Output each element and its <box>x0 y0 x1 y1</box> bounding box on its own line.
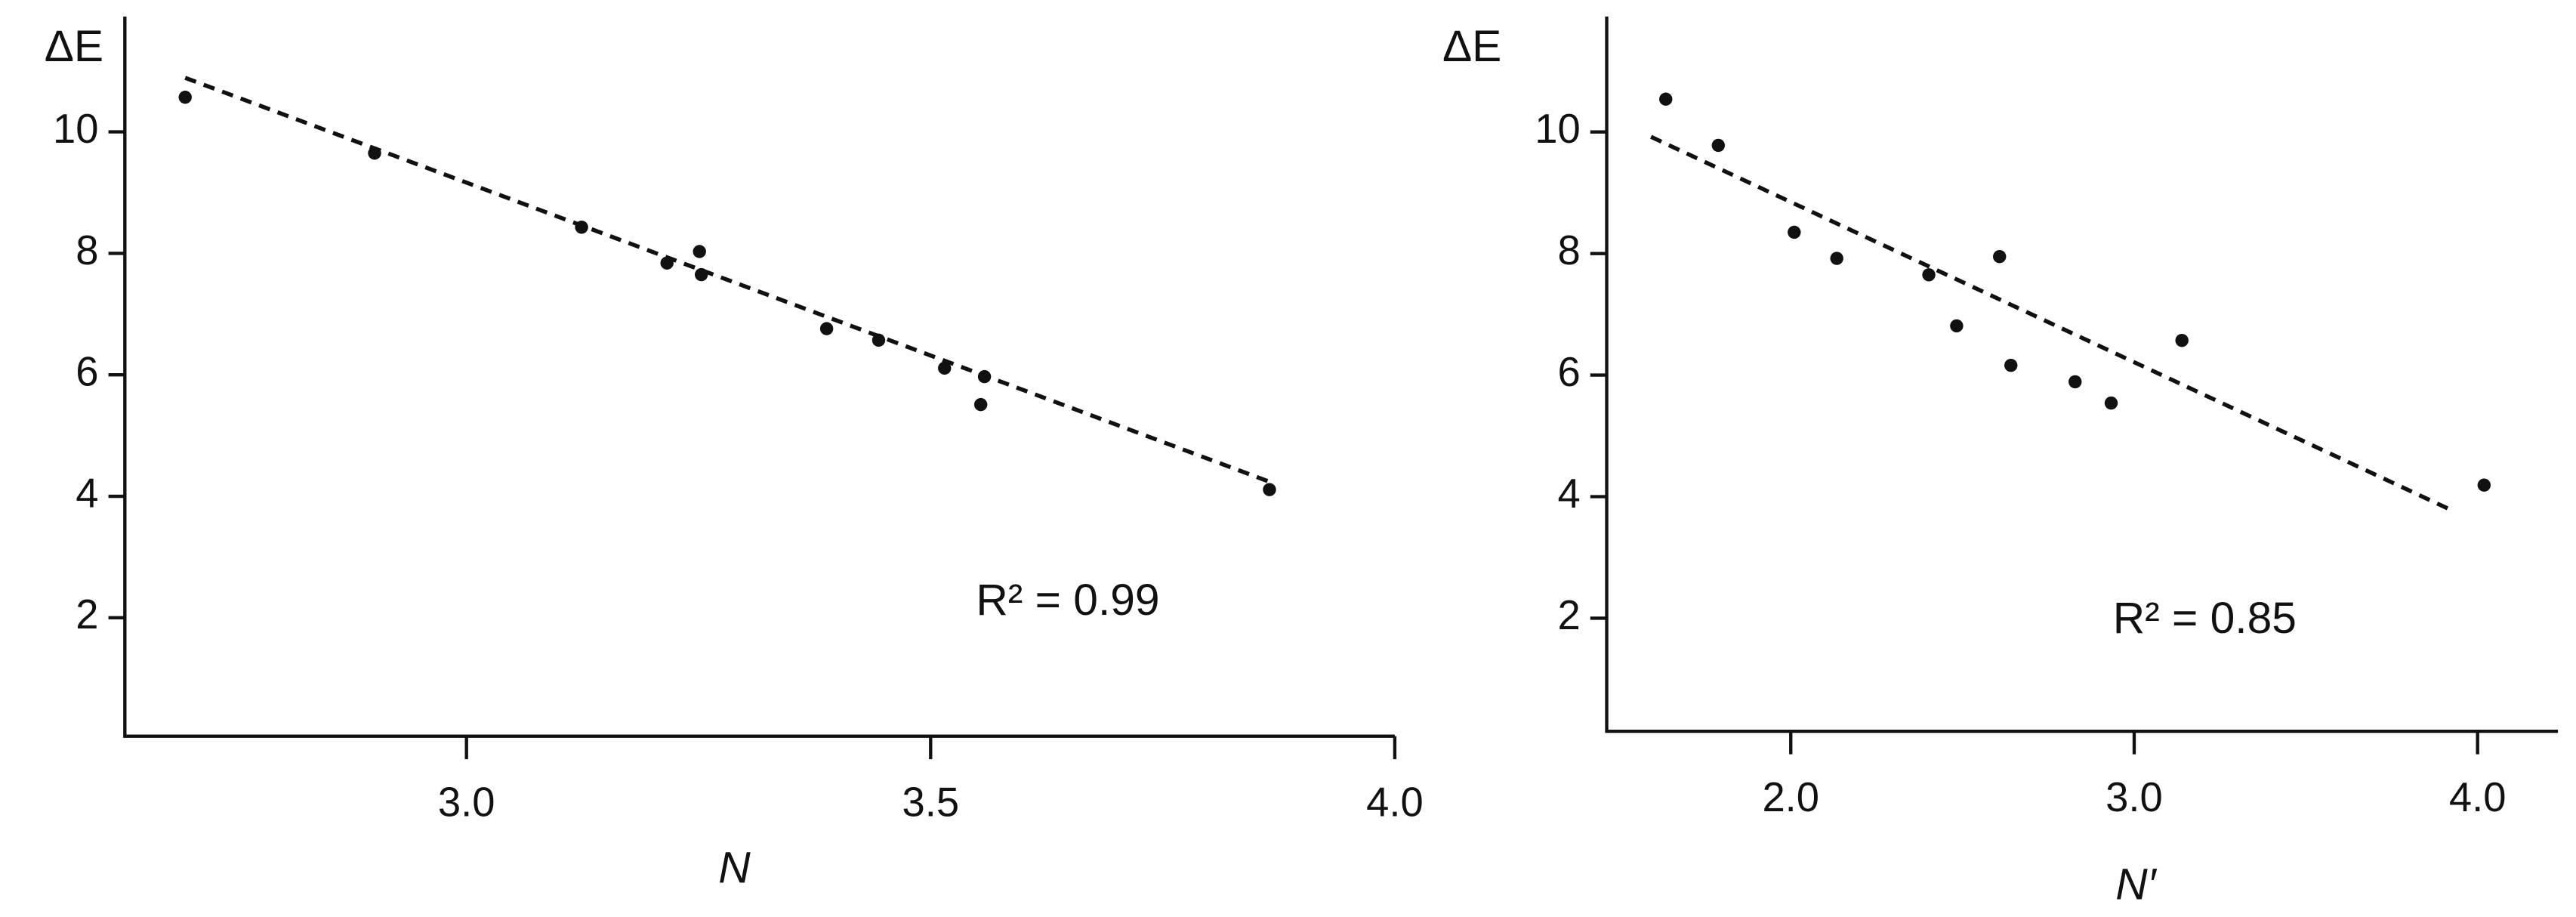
annotation: R² = 0.99 <box>976 576 1159 625</box>
y-axis-label: ΔE <box>45 22 103 71</box>
trendline <box>184 76 1270 484</box>
x-tick-label: 4.0 <box>1366 779 1424 825</box>
point <box>1993 249 2007 264</box>
point <box>2069 375 2082 389</box>
axes <box>123 16 1395 738</box>
point <box>1922 268 1936 282</box>
x-tick-label: 4.0 <box>2449 774 2507 820</box>
y-tick-label: 2 <box>1557 592 1580 638</box>
y-tick-label: 4 <box>76 470 98 516</box>
point <box>660 256 674 270</box>
point <box>2104 396 2118 410</box>
point <box>178 91 192 104</box>
point <box>872 333 886 347</box>
point <box>1711 138 1726 153</box>
x-tick-label: 3.0 <box>438 779 495 825</box>
point <box>2004 359 2018 372</box>
y-tick-label: 6 <box>76 349 98 395</box>
x-axis-label: N <box>718 844 751 893</box>
point <box>1830 252 1843 265</box>
point <box>1659 92 1673 106</box>
point <box>973 397 988 412</box>
y-tick-label: 8 <box>76 227 98 273</box>
point <box>694 267 708 282</box>
point <box>2477 478 2491 492</box>
point <box>977 369 992 384</box>
y-axis-label: ΔE <box>1442 22 1501 71</box>
point <box>2175 334 2189 347</box>
point <box>819 322 834 335</box>
point <box>1263 483 1276 496</box>
y-tick-label: 10 <box>1535 106 1580 152</box>
point <box>575 221 588 234</box>
y-tick-label: 8 <box>1557 227 1580 273</box>
point <box>938 361 952 375</box>
annotation: R² = 0.85 <box>2113 594 2297 643</box>
point <box>1788 225 1801 239</box>
point <box>368 147 381 160</box>
y-tick-label: 10 <box>53 106 98 152</box>
x-axis-label: N′ <box>2115 860 2157 909</box>
x-tick-label: 2.0 <box>1762 774 1819 820</box>
y-tick-label: 4 <box>1557 471 1580 517</box>
point <box>693 245 706 258</box>
point <box>1950 319 1964 333</box>
y-tick-label: 6 <box>1557 349 1580 395</box>
trendline <box>1650 134 2452 512</box>
axes <box>1605 16 2559 733</box>
x-tick-label: 3.5 <box>902 779 959 825</box>
y-tick-label: 2 <box>76 591 98 638</box>
x-tick-label: 3.0 <box>2106 774 2163 820</box>
